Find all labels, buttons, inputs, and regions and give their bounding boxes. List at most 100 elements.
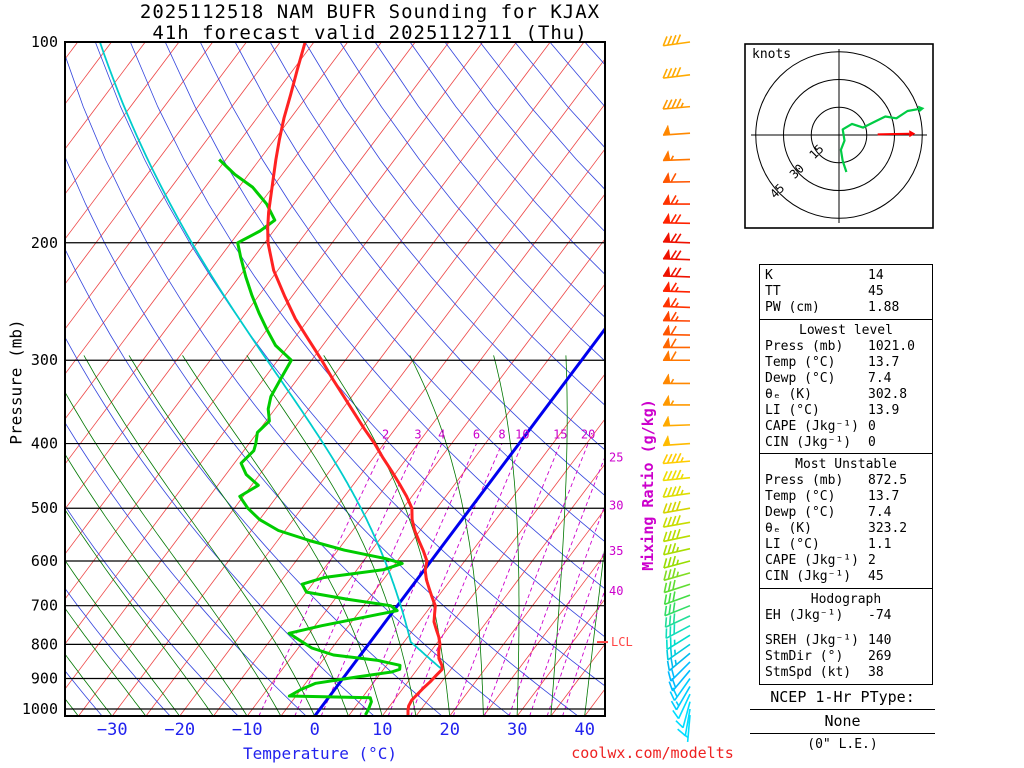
wind-barb (662, 171, 691, 184)
param-label: CIN (Jkg⁻¹) (765, 434, 852, 450)
param-row: θₑ (K) 323.2 (765, 521, 927, 537)
svg-text:6: 6 (473, 428, 480, 442)
indices-panel: K 14 TT 45 PW (cm) 1.88 Lowest level Press (mb)… (759, 264, 933, 685)
wind-barb (662, 248, 691, 261)
hodograph-trace (839, 108, 919, 173)
skewt-plot-area (65, 42, 605, 716)
param-label: Dewp (°C) (765, 370, 836, 386)
param-value: 323.2 (868, 521, 908, 537)
wind-barb (666, 643, 691, 661)
param-row: EH (Jkg⁻¹) -74 (765, 608, 927, 624)
param-row: CAPE (Jkg⁻¹) 2 (765, 553, 927, 569)
param-label: Temp (°C) (765, 354, 836, 370)
wind-barb (662, 349, 690, 362)
summary-indices-box: K 14 TT 45 PW (cm) 1.88 (759, 264, 933, 321)
svg-text:3: 3 (414, 428, 421, 442)
ptype-detail: (0" L.E.) (807, 737, 878, 752)
temperature-curve (266, 42, 444, 715)
param-label: K (765, 268, 773, 284)
ptype-heading: NCEP 1-Hr PType: (750, 688, 935, 710)
chart-title-line1: 2025112518 NAM BUFR Sounding for KJAX (139, 1, 601, 23)
freezing-isotherm-line (313, 326, 605, 716)
ptype-block: NCEP 1-Hr PType: None (0" L.E.) (750, 688, 935, 752)
param-label: Dewp (°C) (765, 505, 836, 521)
pressure-gridlines (65, 42, 605, 710)
storm-motion-vector (877, 130, 916, 138)
svg-text:2: 2 (382, 428, 389, 442)
svg-text:−10: −10 (232, 720, 263, 740)
wind-barb (662, 373, 690, 385)
temperature-tick-labels: −30 −20 −10 0 10 20 30 40 (97, 720, 595, 740)
param-row: PW (cm) 1.88 (765, 300, 927, 316)
hodograph-box: Hodograph EH (Jkg⁻¹) -74 SREH (Jkg⁻¹) 140 Stm… (759, 587, 933, 685)
param-row: CAPE (Jkg⁻¹) 0 (765, 419, 927, 435)
temperature-axis-title: Temperature (°C) (242, 744, 398, 763)
svg-text:400: 400 (31, 435, 58, 453)
svg-text:30: 30 (507, 720, 527, 740)
svg-text:−20: −20 (164, 720, 195, 740)
svg-text:35: 35 (609, 544, 623, 558)
param-row: K 14 (765, 268, 927, 284)
pressure-axis-title: Pressure (mb) (6, 319, 26, 445)
wind-barb (662, 124, 691, 136)
param-value: 38 (868, 664, 884, 680)
wind-barb (663, 567, 691, 582)
svg-text:600: 600 (31, 552, 58, 570)
param-label: LI (°C) (765, 402, 820, 418)
param-value: 7.4 (868, 370, 892, 386)
svg-text:900: 900 (31, 669, 58, 687)
lowest-level-box: Lowest level Press (mb) 1021.0 Temp (°C) 13.… (759, 318, 933, 455)
wind-barb (662, 434, 691, 447)
param-label: θₑ (K) (765, 386, 812, 402)
param-row: StmDir (°) 269 (765, 649, 927, 665)
wind-barb (664, 602, 691, 617)
param-value: 269 (868, 648, 892, 664)
wind-barb (662, 149, 691, 162)
param-row: SREH (Jkg⁻¹) 140 (765, 633, 927, 649)
wind-barb (662, 98, 691, 110)
wind-barb (667, 661, 691, 682)
param-label: CAPE (Jkg⁻¹) (765, 418, 859, 434)
parcel-curve (98, 42, 443, 671)
chart-title: 2025112518 NAM BUFR Sounding for KJAX 41… (90, 2, 650, 44)
svg-text:500: 500 (31, 499, 58, 517)
param-value: 45 (868, 569, 884, 585)
mixing-ratio-axis-title: Mixing Ratio (g/kg) (639, 399, 657, 571)
param-label: StmSpd (kt) (765, 664, 852, 680)
svg-text:0: 0 (310, 720, 320, 740)
svg-text:20: 20 (440, 720, 460, 740)
svg-text:40: 40 (575, 720, 595, 740)
param-label: CIN (Jkg⁻¹) (765, 569, 852, 585)
wind-barb (663, 591, 691, 606)
wind-barb (662, 296, 691, 309)
wind-barb (662, 500, 691, 514)
wind-barb (662, 34, 691, 47)
param-value: 1.1 (868, 537, 892, 553)
param-value: 872.5 (868, 473, 908, 489)
param-row: CIN (Jkg⁻¹) 45 (765, 569, 927, 585)
param-row: Dewp (°C) 7.4 (765, 371, 927, 387)
wind-barb (665, 634, 691, 651)
hodograph-units-label: knots (752, 47, 791, 62)
wind-barb (670, 686, 691, 711)
param-label: TT (765, 284, 781, 300)
svg-text:−30: −30 (97, 720, 128, 740)
wind-barb (664, 613, 691, 628)
param-value: 14 (868, 268, 884, 284)
param-value: 0 (868, 418, 876, 434)
wind-barb (665, 624, 691, 640)
param-row: Dewp (°C) 7.4 (765, 505, 927, 521)
wind-barb (662, 265, 691, 278)
param-row: LI (°C) 1.1 (765, 537, 927, 553)
svg-text:200: 200 (31, 234, 58, 252)
most-unstable-box: Most Unstable Press (mb) 872.5 Temp (°C) 13.… (759, 453, 933, 590)
svg-text:40: 40 (609, 584, 623, 598)
section-title: Hodograph (810, 591, 882, 607)
param-label: θₑ (K) (765, 521, 812, 537)
ptype-value: None (750, 710, 935, 734)
wind-barb (662, 542, 691, 556)
watermark-text: coolwx.com/modelts (571, 744, 734, 762)
